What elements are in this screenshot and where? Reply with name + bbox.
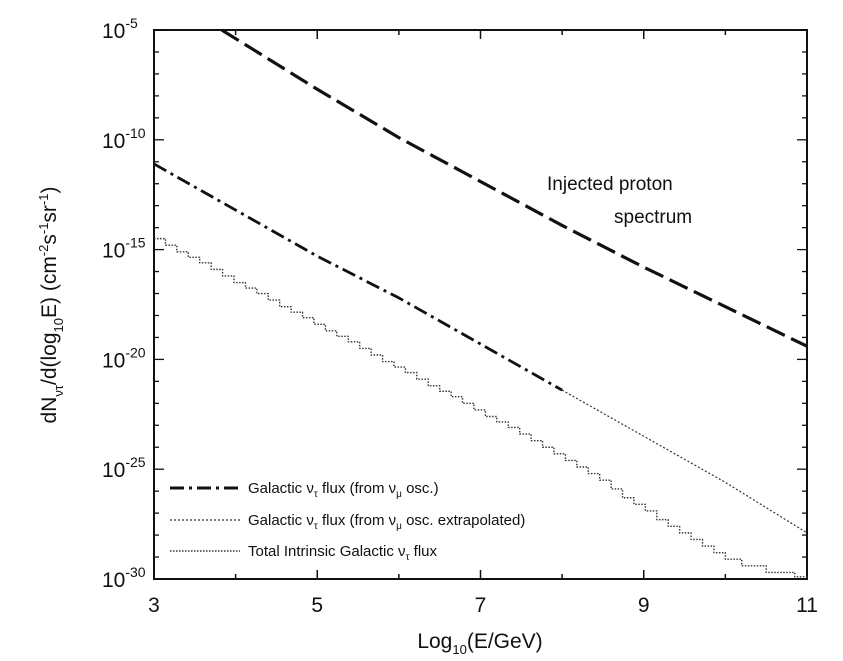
series-line-dash-dot: [153, 162, 563, 392]
x-tick-label: 5: [311, 594, 323, 617]
series-layer: [153, 28, 808, 579]
annotation-line1: Injected proton: [547, 174, 673, 195]
y-axis-ticks: 10-5 10-10 10-15 10-20 10-25 10-30: [102, 15, 807, 592]
y-tick-label: 10-15: [102, 235, 146, 263]
legend-label-staircase: Total Intrinsic Galactic ντ flux: [248, 543, 438, 563]
legend: Galactic ντ flux (from νμ osc.) Galactic…: [170, 480, 525, 563]
legend-label-dotted: Galactic ντ flux (from νμ osc. extrapola…: [248, 512, 525, 532]
legend-item-staircase: Total Intrinsic Galactic ντ flux: [170, 543, 438, 563]
y-tick-label: 10-10: [102, 125, 146, 153]
x-tick-label: 11: [796, 594, 818, 617]
y-axis-title: dNντ/d(log10E) (cm-2s-1sr-1): [36, 186, 66, 423]
legend-label-dash-dot: Galactic ντ flux (from νμ osc.): [248, 480, 439, 500]
annotation-line2: spectrum: [614, 207, 692, 228]
series-line-long-dash: [220, 28, 808, 348]
x-axis-ticks: 3 5 7 9 11: [148, 30, 818, 617]
y-tick-label: 10-5: [102, 15, 138, 43]
x-tick-label: 3: [148, 594, 160, 617]
legend-item-dotted: Galactic ντ flux (from νμ osc. extrapola…: [170, 512, 525, 532]
series-line-staircase: [154, 237, 808, 579]
legend-item-dash-dot: Galactic ντ flux (from νμ osc.): [170, 480, 439, 500]
x-tick-label: 9: [638, 594, 650, 617]
y-tick-label: 10-25: [102, 454, 146, 482]
y-tick-label: 10-20: [102, 344, 146, 372]
x-axis-title: Log10(E/GeV): [417, 630, 542, 657]
y-tick-label: 10-30: [102, 564, 146, 592]
series-line-dotted: [561, 389, 808, 534]
x-tick-label: 7: [475, 594, 487, 617]
